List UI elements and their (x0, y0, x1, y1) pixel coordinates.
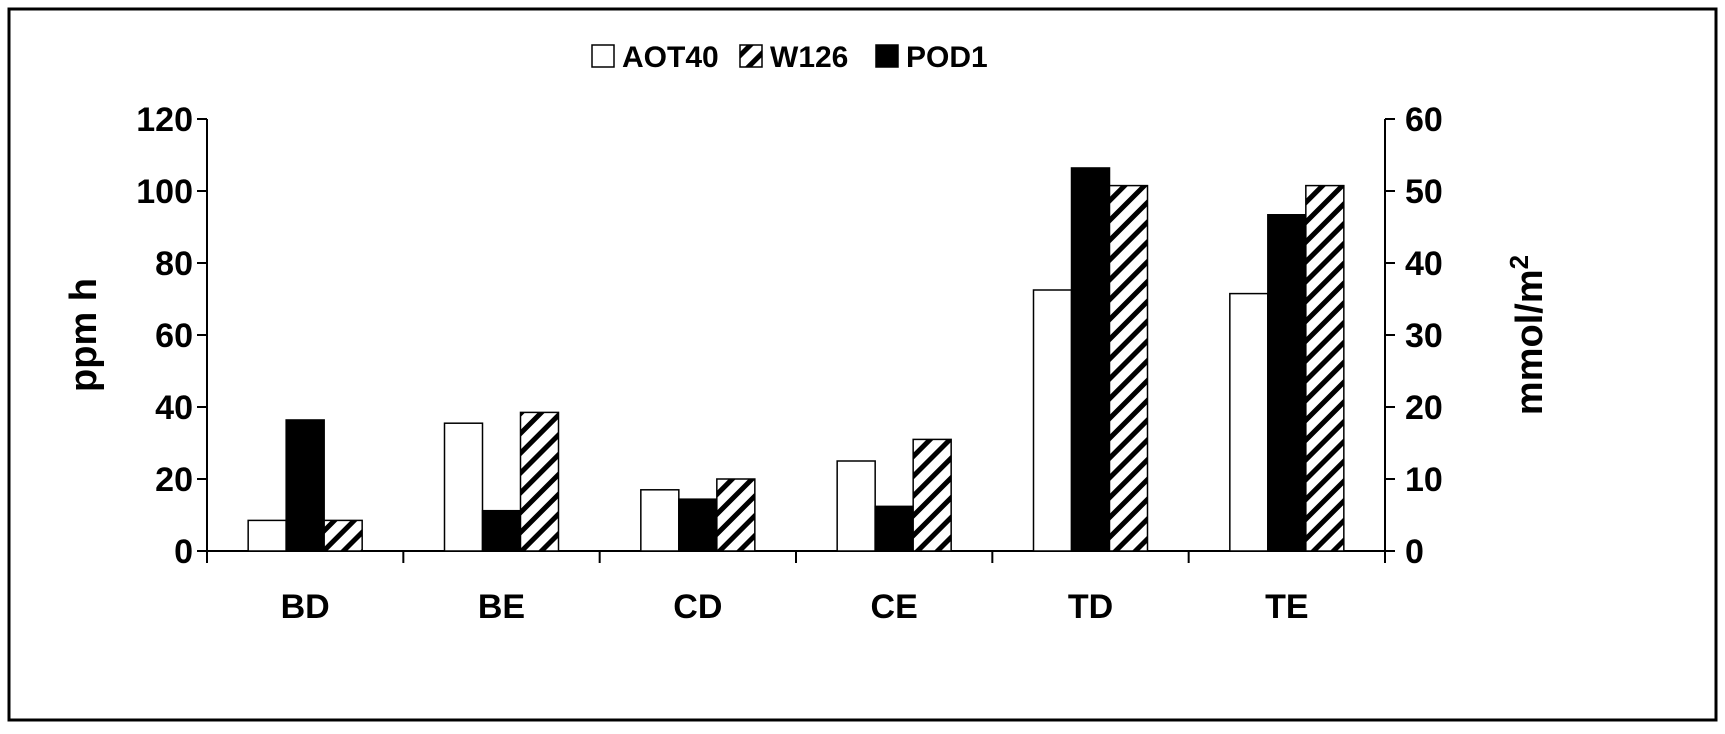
bar-pod1-bd (285, 419, 325, 552)
bar-aot40-ce (836, 460, 876, 552)
bar-w126-cd (716, 478, 756, 552)
bar-aot40-td (1032, 289, 1073, 552)
right-tick-label: 20 (1405, 389, 1443, 427)
left-tick-label: 20 (155, 461, 193, 499)
bar-w126-bd (323, 519, 363, 552)
bar-pod1-be (481, 509, 522, 552)
bar-w126-te (1305, 184, 1345, 552)
bar-w126-td (1108, 184, 1149, 552)
category-label: BE (478, 588, 525, 626)
bar-aot40-be (443, 422, 484, 552)
bar-aot40-bd (247, 519, 287, 552)
left-tick-label: 0 (174, 533, 193, 571)
category-label: TE (1265, 588, 1308, 626)
right-axis-title: mmol/m2 (1504, 255, 1551, 415)
bar-w126-be (519, 411, 560, 552)
right-tick-label: 10 (1405, 461, 1443, 499)
category-label: BD (281, 588, 330, 626)
left-tick-label: 120 (136, 101, 193, 139)
chart-border (7, 7, 1718, 722)
right-tick-label: 30 (1405, 317, 1443, 355)
left-tick-label: 80 (155, 245, 193, 283)
category-label: CE (871, 588, 918, 626)
left-axis-title: ppm h (63, 278, 105, 392)
left-tick-label: 100 (136, 173, 193, 211)
bar-pod1-ce (874, 505, 914, 552)
bar-w126-ce (912, 438, 952, 552)
legend-swatch-pod1 (875, 44, 899, 68)
legend-swatch-w126 (739, 44, 763, 68)
left-tick-label: 40 (155, 389, 193, 427)
legend-label-w126: W126 (770, 41, 848, 74)
legend-label-aot40: AOT40 (622, 41, 719, 74)
legend-swatch-aot40 (591, 44, 615, 68)
bar-pod1-cd (678, 498, 718, 552)
category-label: CD (673, 588, 722, 626)
right-tick-label: 50 (1405, 173, 1443, 211)
category-label: TD (1068, 588, 1113, 626)
right-tick-label: 0 (1405, 533, 1424, 571)
right-tick-label: 40 (1405, 245, 1443, 283)
legend-label-pod1: POD1 (906, 41, 988, 74)
bar-pod1-te (1267, 214, 1307, 552)
bar-pod1-td (1070, 167, 1111, 552)
left-tick-label: 60 (155, 317, 193, 355)
bar-aot40-te (1229, 292, 1269, 552)
right-tick-label: 60 (1405, 101, 1443, 139)
bar-aot40-cd (640, 489, 680, 552)
right-axis-title-superscript: 2 (1504, 255, 1534, 269)
